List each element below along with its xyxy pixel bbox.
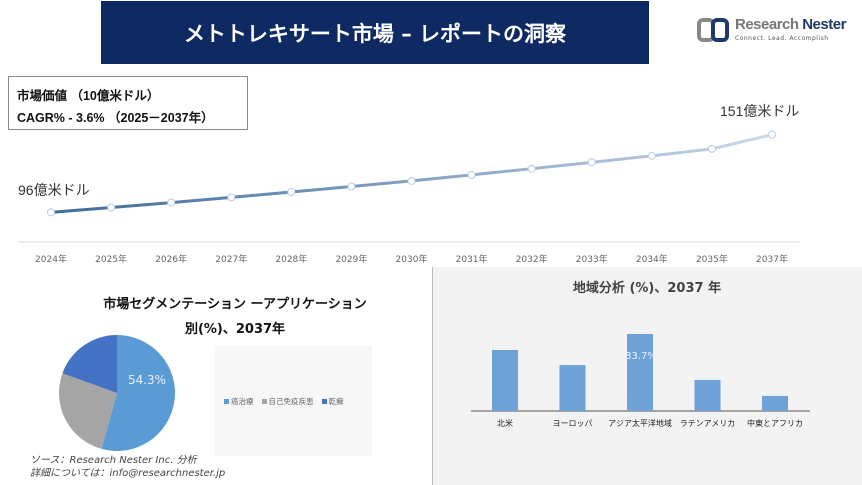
bar: [559, 365, 586, 411]
pie-slice: [62, 335, 117, 393]
x-tick-label: 2034年: [636, 253, 668, 265]
logo-text: Research Nester: [735, 16, 846, 33]
bar-category-label: ラテンアメリカ: [680, 419, 736, 428]
bar-category-label: アジア太平洋地域: [608, 418, 672, 428]
legend-item: 自己免疫疾患: [261, 396, 314, 407]
bar: [627, 334, 653, 411]
line-point: [467, 170, 476, 179]
line-point: [407, 176, 416, 185]
bar-data-label: 33.7%: [625, 351, 657, 362]
line-point: [647, 151, 656, 160]
x-tick-label: 2027年: [215, 253, 247, 265]
pie-title: 市場セグメンテーション ーアプリケーション 別(%)、2037年: [103, 297, 367, 337]
line-point: [287, 187, 296, 196]
line-point: [107, 203, 116, 212]
line-point: [587, 158, 596, 167]
research-nester-logo: Research Nester Connect. Lead. Accomplis…: [697, 16, 857, 46]
start-value-label: 96億米ドル: [18, 182, 90, 198]
line-point: [707, 144, 716, 153]
x-tick-label: 2028年: [275, 253, 307, 265]
line-point: [527, 164, 536, 173]
x-tick-label: 2033年: [576, 253, 608, 265]
pie-slice: [59, 373, 117, 449]
x-tick-label: 2030年: [396, 253, 428, 265]
line-point: [167, 198, 176, 207]
x-tick-label: 2032年: [516, 253, 548, 265]
source-note: ソース：Research Nester Inc. 分析 詳細については：info@…: [30, 455, 226, 479]
line-point: [47, 208, 55, 217]
x-tick-label: 2026年: [155, 253, 187, 265]
line-point: [347, 182, 356, 191]
x-tick-label: 2031年: [456, 253, 488, 265]
line-point: [768, 130, 776, 139]
pie-legend: 癌治療 自己免疫疾患 乾癬: [224, 396, 344, 407]
x-tick-label: 2024年: [35, 253, 67, 265]
end-value-label: 151億米ドル: [720, 103, 800, 119]
page-title: メトトレキサート市場 – レポートの洞察: [101, 1, 649, 64]
x-tick-label: 2037年: [756, 253, 788, 265]
legend-item: 乾癬: [321, 396, 344, 407]
bar-category-label: ヨーロッパ: [553, 419, 593, 428]
bar-category-label: 中東とアフリカ: [747, 418, 803, 428]
x-tick-label: 2035年: [696, 253, 728, 265]
bar-category-label: 北米: [497, 418, 513, 428]
bar: [694, 379, 721, 411]
pie-legend-box: [215, 346, 372, 456]
market-value-label: 市場価値 （10億米ドル）: [17, 89, 160, 103]
bar-title: 地域分析 (%)、2037 年: [572, 281, 722, 296]
logo-icon: [697, 18, 729, 42]
logo-tagline: Connect. Lead. Accomplish: [735, 35, 829, 42]
line-series: [50, 133, 773, 214]
bar: [762, 395, 788, 411]
info-box: 市場価値 （10億米ドル） CAGR% - 3.6% （2025－2037年）: [8, 76, 248, 130]
cagr-label: CAGR% - 3.6% （2025－2037年）: [17, 111, 214, 125]
pie-data-label: 54.3%: [128, 373, 166, 387]
x-tick-label: 2025年: [95, 253, 127, 265]
legend-item: 癌治療: [224, 396, 254, 407]
line-point: [227, 193, 236, 202]
x-tick-label: 2029年: [335, 253, 367, 265]
pie-slice: [101, 335, 176, 452]
bar: [492, 349, 518, 411]
